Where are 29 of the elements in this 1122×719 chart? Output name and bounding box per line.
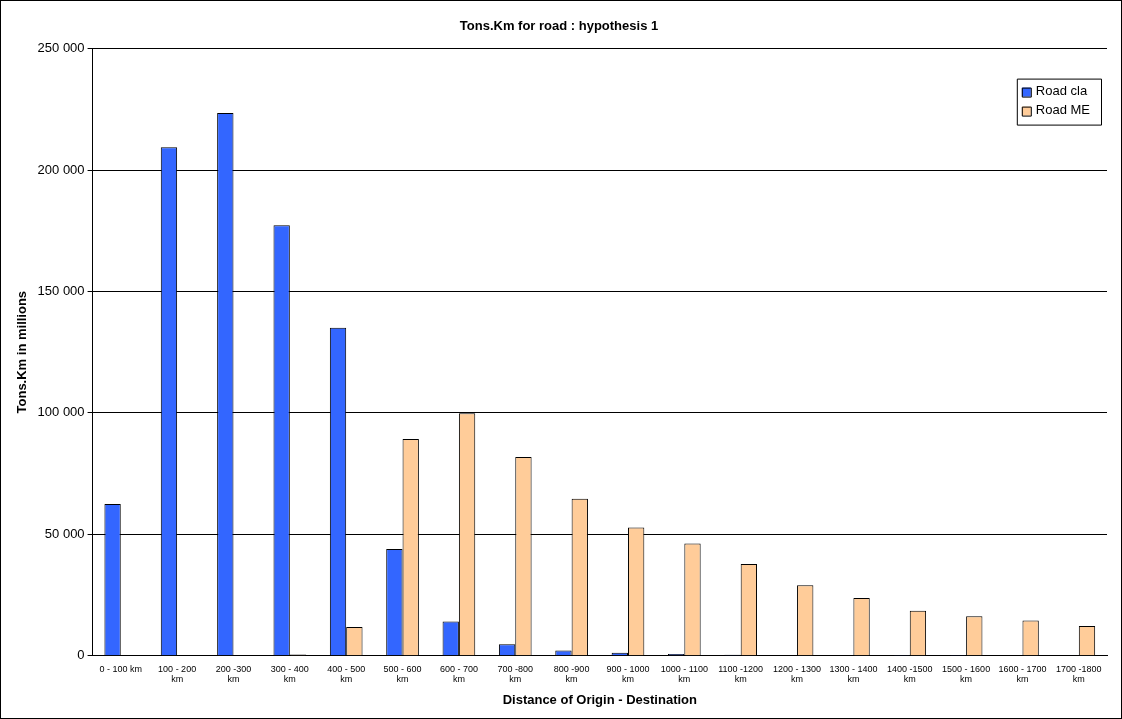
- x-tick-label: 900 - 1000 km: [606, 663, 650, 685]
- y-tick-label: 250 000: [37, 40, 85, 56]
- x-tick-label: 1500 - 1600 km: [942, 663, 991, 685]
- y-tick-label: 150 000: [37, 283, 85, 299]
- x-tick-label: 200 -300 km: [215, 663, 252, 685]
- x-axis-title: Distance of Origin - Destination: [502, 691, 697, 707]
- x-tick-label: 600 - 700 km: [439, 663, 478, 685]
- x-tick-label: 0 - 100 km: [99, 663, 143, 674]
- y-tick-label: 100 000: [37, 404, 85, 420]
- x-tick-label: 1300 - 1400 km: [829, 663, 878, 685]
- x-tick-label: 1600 - 1700 km: [998, 663, 1047, 685]
- x-tick-label: 500 - 600 km: [383, 663, 422, 685]
- y-tick-label: 0: [77, 647, 85, 663]
- x-tick-label: 700 -800 km: [497, 663, 534, 685]
- x-tick-label: 1400 -1500 km: [886, 663, 933, 685]
- x-tick-label: 1000 - 1100 km: [660, 663, 709, 685]
- x-tick-label: 800 -900 km: [553, 663, 590, 685]
- x-tick-label: 1200 - 1300 km: [773, 663, 822, 685]
- chart-title: Tons.Km for road : hypothesis 1: [459, 18, 659, 34]
- x-tick-label: 100 - 200 km: [158, 663, 197, 685]
- y-tick-label: 50 000: [44, 525, 85, 541]
- legend-label: Road cla: [1035, 82, 1088, 98]
- y-tick-label: 200 000: [37, 161, 85, 177]
- legend-label: Road ME: [1035, 101, 1091, 117]
- x-tick-label: 400 - 500 km: [327, 663, 366, 685]
- x-tick-label: 1100 -1200 km: [718, 663, 764, 685]
- x-tick-label: 300 - 400 km: [270, 663, 309, 685]
- x-tick-label: 1700 -1800 km: [1056, 663, 1102, 685]
- y-axis-title: Tons.Km in millions: [14, 290, 30, 414]
